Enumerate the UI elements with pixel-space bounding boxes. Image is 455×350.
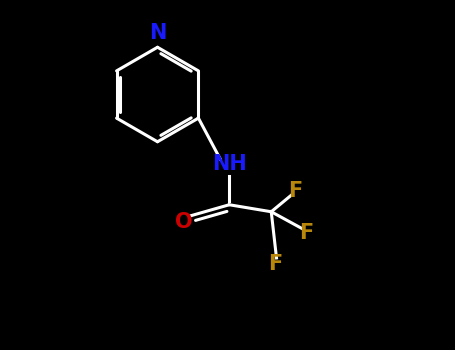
Text: N: N xyxy=(149,23,166,43)
Text: NH: NH xyxy=(212,154,247,175)
Text: F: F xyxy=(299,223,313,243)
Text: O: O xyxy=(175,212,192,232)
Text: F: F xyxy=(268,254,282,274)
Text: F: F xyxy=(288,181,303,201)
